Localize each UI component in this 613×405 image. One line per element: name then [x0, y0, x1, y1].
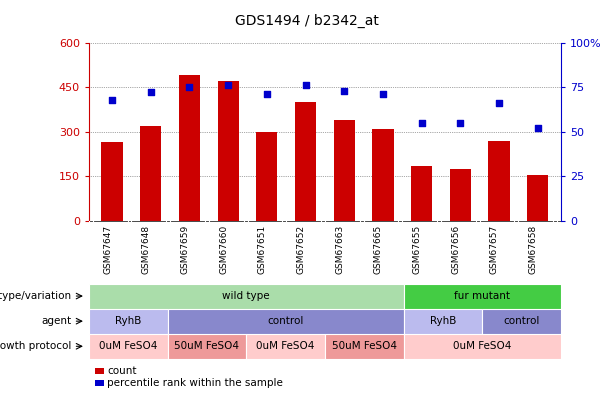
- Bar: [489, 141, 509, 221]
- Bar: [179, 75, 200, 221]
- Bar: [450, 169, 471, 221]
- Text: count: count: [107, 366, 137, 376]
- Text: GSM67663: GSM67663: [335, 225, 345, 274]
- Point: [417, 119, 427, 126]
- Text: GSM67647: GSM67647: [103, 225, 112, 274]
- Text: RyhB: RyhB: [115, 316, 142, 326]
- Bar: [403, 334, 561, 359]
- Point: [262, 91, 272, 98]
- Bar: [167, 309, 403, 334]
- Text: wild type: wild type: [223, 291, 270, 301]
- Text: 50uM FeSO4: 50uM FeSO4: [332, 341, 397, 351]
- Text: agent: agent: [42, 316, 72, 326]
- Point: [378, 91, 388, 98]
- Bar: [295, 102, 316, 221]
- Text: GSM67648: GSM67648: [142, 225, 151, 274]
- Bar: [246, 334, 325, 359]
- Bar: [140, 126, 161, 221]
- Bar: [527, 175, 548, 221]
- Point: [223, 82, 233, 89]
- Point: [300, 82, 310, 89]
- Point: [146, 89, 156, 96]
- Text: 0uM FeSO4: 0uM FeSO4: [453, 341, 511, 351]
- Text: fur mutant: fur mutant: [454, 291, 510, 301]
- Text: percentile rank within the sample: percentile rank within the sample: [107, 378, 283, 388]
- Point: [107, 96, 117, 103]
- Text: control: control: [503, 316, 540, 326]
- Text: GSM67658: GSM67658: [528, 225, 538, 274]
- Text: 50uM FeSO4: 50uM FeSO4: [174, 341, 240, 351]
- Text: GSM67655: GSM67655: [413, 225, 422, 274]
- Text: 0uM FeSO4: 0uM FeSO4: [256, 341, 314, 351]
- Text: 0uM FeSO4: 0uM FeSO4: [99, 341, 158, 351]
- Point: [533, 125, 543, 131]
- Text: GSM67656: GSM67656: [451, 225, 460, 274]
- Text: RyhB: RyhB: [430, 316, 456, 326]
- Bar: [333, 120, 355, 221]
- Bar: [218, 81, 239, 221]
- Text: control: control: [267, 316, 304, 326]
- Text: GDS1494 / b2342_at: GDS1494 / b2342_at: [235, 14, 378, 28]
- Text: GSM67657: GSM67657: [490, 225, 499, 274]
- Point: [340, 87, 349, 94]
- Bar: [89, 284, 403, 309]
- Text: GSM67660: GSM67660: [219, 225, 228, 274]
- Point: [185, 84, 194, 90]
- Text: GSM67652: GSM67652: [297, 225, 305, 274]
- Bar: [403, 284, 561, 309]
- Bar: [411, 166, 432, 221]
- Point: [455, 119, 465, 126]
- Bar: [372, 129, 394, 221]
- Text: growth protocol: growth protocol: [0, 341, 72, 351]
- Bar: [325, 334, 403, 359]
- Bar: [102, 142, 123, 221]
- Text: GSM67651: GSM67651: [258, 225, 267, 274]
- Point: [494, 100, 504, 107]
- Bar: [403, 309, 482, 334]
- Bar: [89, 334, 167, 359]
- Bar: [167, 334, 246, 359]
- Text: GSM67659: GSM67659: [180, 225, 189, 274]
- Text: GSM67665: GSM67665: [374, 225, 383, 274]
- Bar: [256, 132, 278, 221]
- Bar: [482, 309, 561, 334]
- Bar: [89, 309, 167, 334]
- Text: genotype/variation: genotype/variation: [0, 291, 72, 301]
